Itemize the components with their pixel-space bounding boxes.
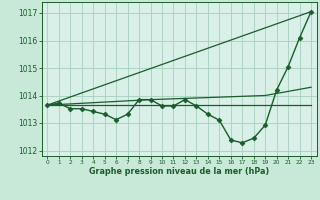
X-axis label: Graphe pression niveau de la mer (hPa): Graphe pression niveau de la mer (hPa) (89, 167, 269, 176)
